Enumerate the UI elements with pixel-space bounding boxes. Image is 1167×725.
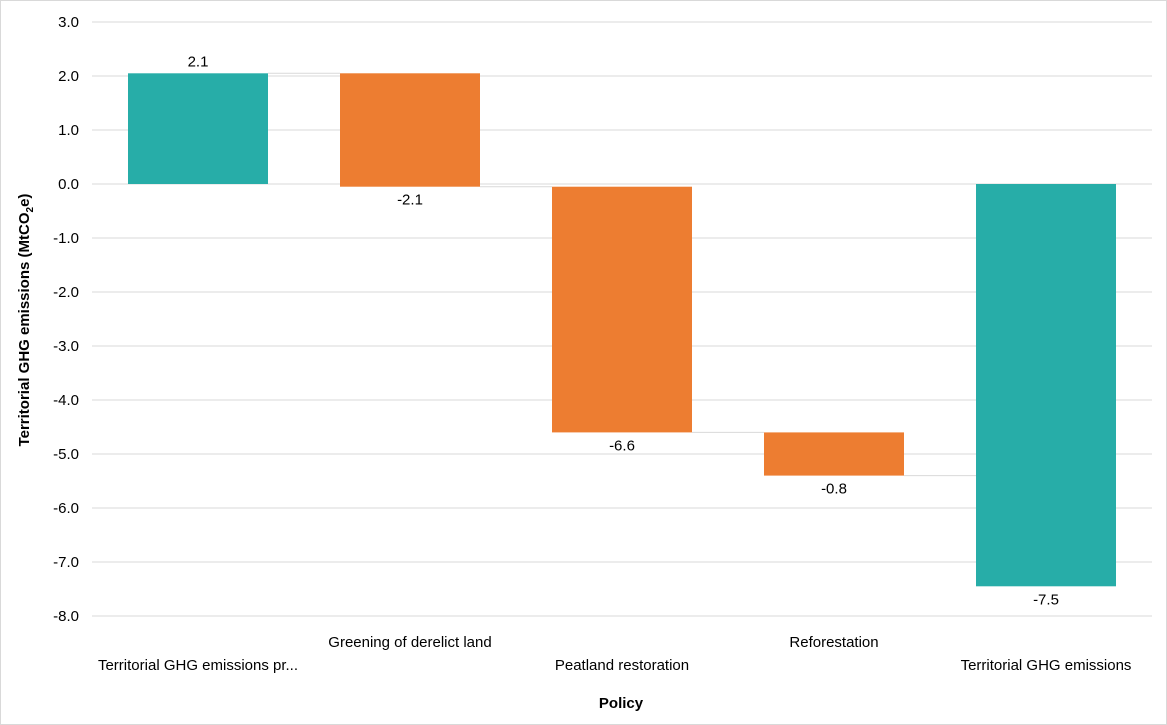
y-tick-label: -7.0 [53, 554, 79, 571]
category-label: Peatland restoration [555, 657, 689, 674]
data-label: -2.1 [397, 192, 423, 209]
y-axis-title-tail: e) [16, 194, 33, 207]
y-tick-label: -8.0 [53, 608, 79, 625]
y-axis-title-main: Territorial GHG emissions (MtCO [16, 212, 33, 446]
data-label: 2.1 [188, 53, 209, 70]
y-tick-label: -2.0 [53, 284, 79, 301]
y-tick-label: 0.0 [58, 176, 79, 193]
category-label: Greening of derelict land [328, 634, 491, 651]
y-tick-labels: 3.0 2.0 1.0 0.0 -1.0 -2.0 -3.0 -4.0 -5.0 -6.0 -7.0… [53, 14, 79, 625]
y-tick-label: -4.0 [53, 392, 79, 409]
y-tick-label: 2.0 [58, 68, 79, 85]
bars [128, 73, 1116, 587]
data-label: -7.5 [1033, 591, 1059, 608]
data-labels: 2.1 -2.1 -6.6 -0.8 -7.5 [188, 53, 1059, 608]
y-tick-label: -5.0 [53, 446, 79, 463]
category-label: Reforestation [789, 634, 878, 651]
y-tick-label: -1.0 [53, 230, 79, 247]
bar [552, 186, 692, 433]
gridlines [92, 21, 1152, 617]
y-tick-label: -6.0 [53, 500, 79, 517]
bar [976, 184, 1116, 587]
data-label: -6.6 [609, 437, 635, 454]
bar [128, 73, 268, 184]
data-label: -0.8 [821, 481, 847, 498]
bar [764, 432, 904, 476]
x-axis-title: Policy [599, 695, 644, 712]
y-tick-label: 1.0 [58, 122, 79, 139]
y-axis-title: Territorial GHG emissions (MtCO2e) [16, 194, 36, 447]
category-label: Territorial GHG emissions [961, 657, 1132, 674]
y-tick-label: -3.0 [53, 338, 79, 355]
bar [340, 73, 480, 187]
connector-lines [268, 72, 976, 477]
category-label: Territorial GHG emissions pr... [98, 657, 298, 674]
y-axis-title-subscript: 2 [25, 206, 36, 212]
y-tick-label: 3.0 [58, 14, 79, 31]
category-labels: Territorial GHG emissions pr... Greening … [98, 634, 1131, 674]
